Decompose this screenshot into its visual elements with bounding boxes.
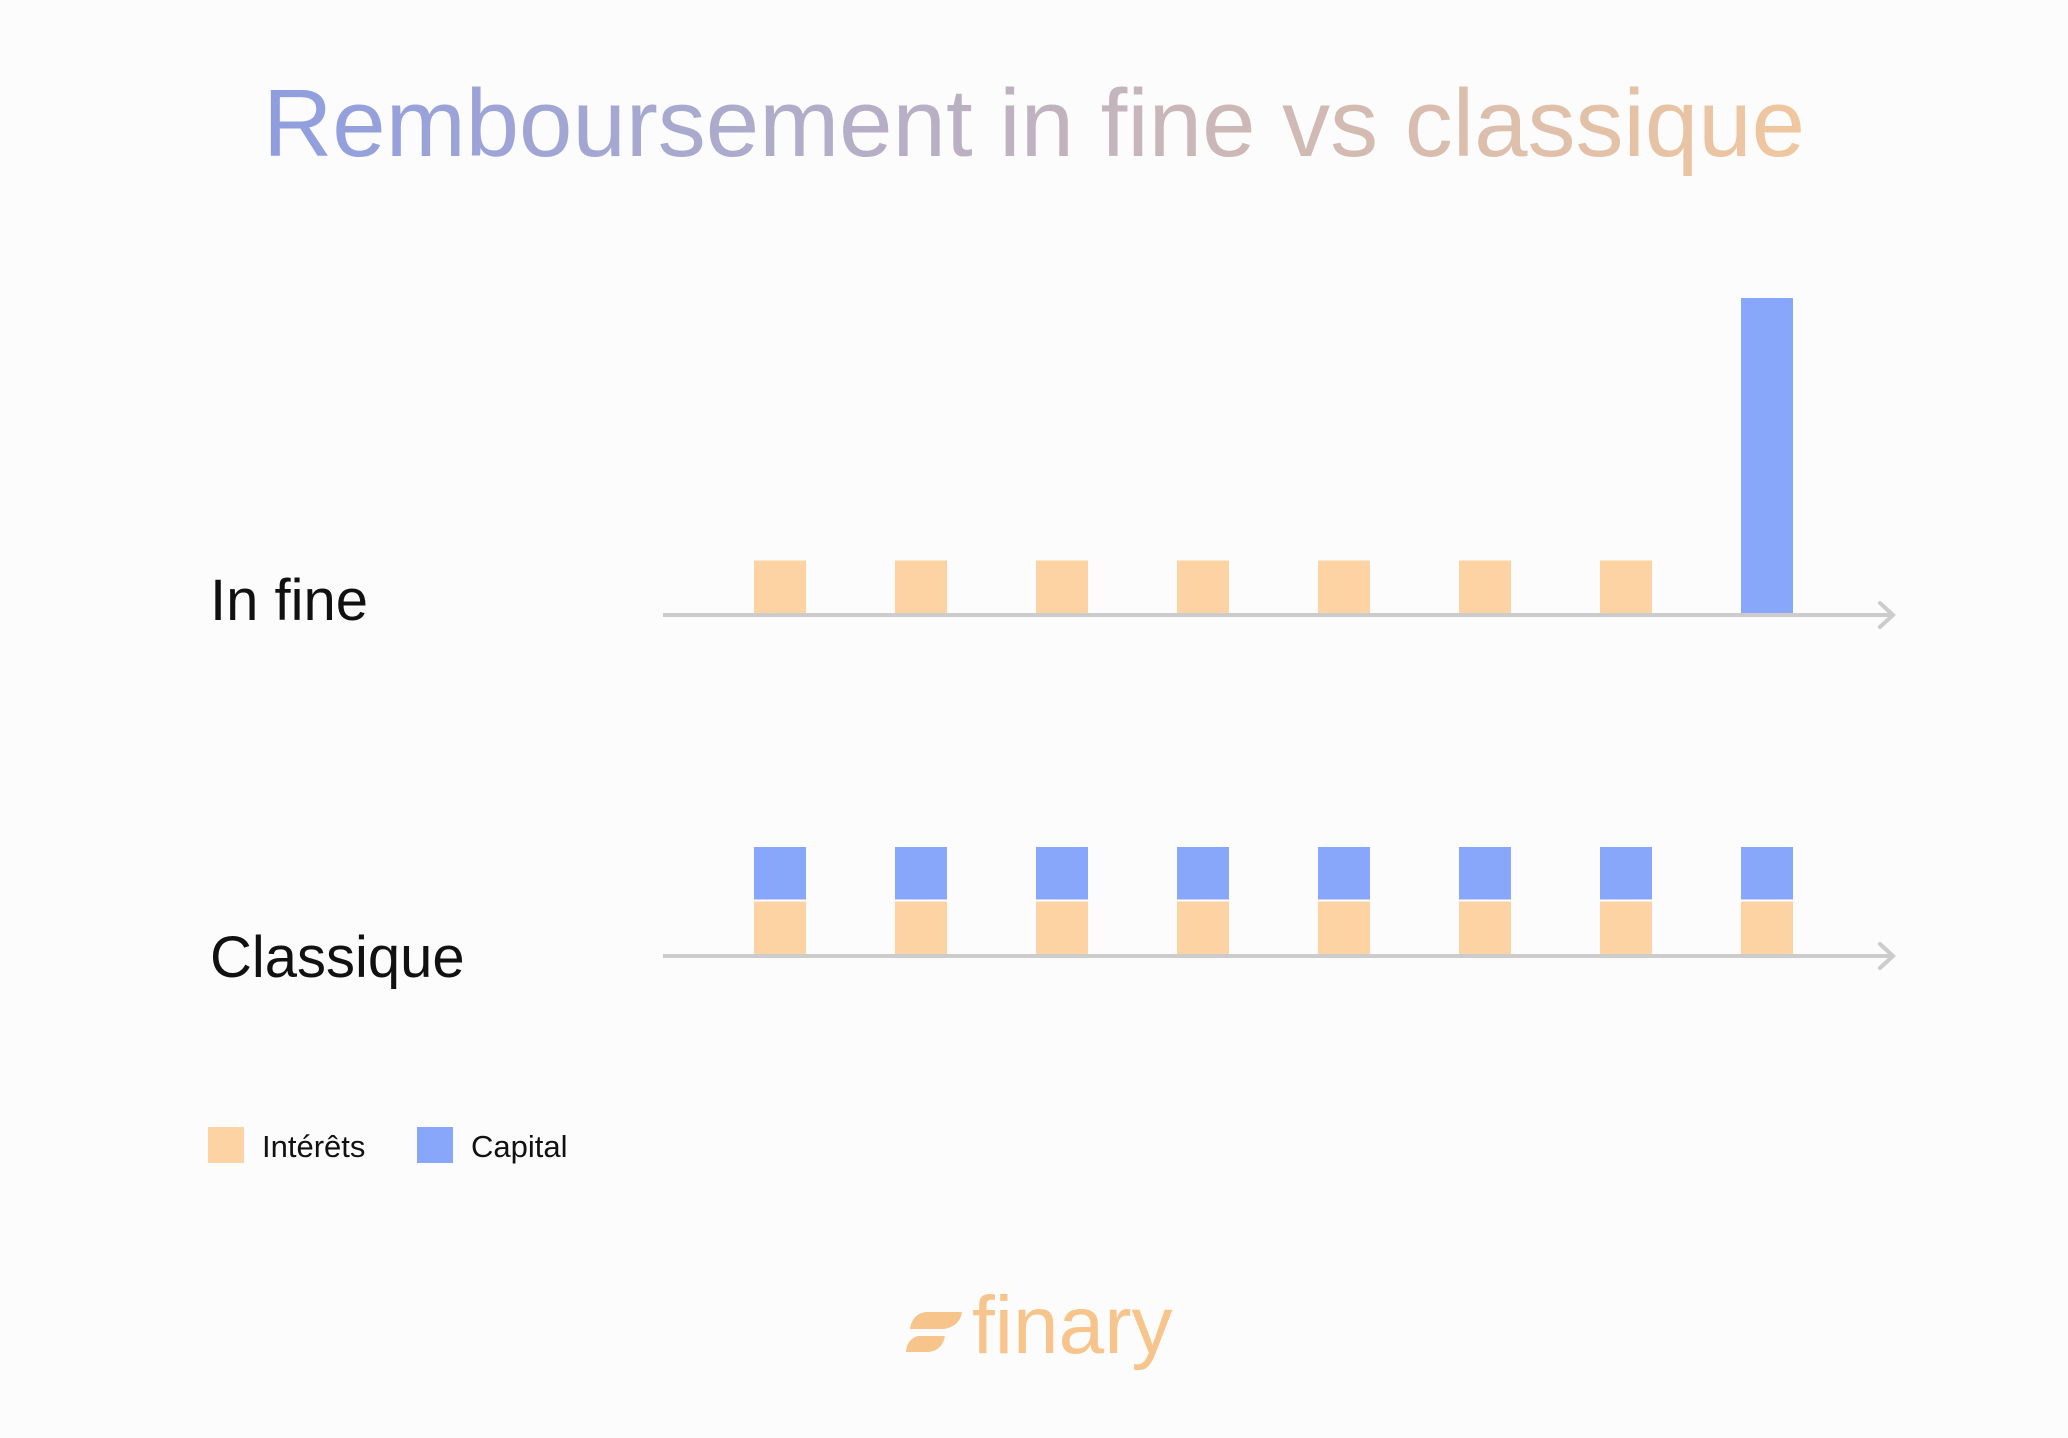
legend: Intérêts Capital: [208, 1127, 568, 1164]
finary-logo-icon: [906, 1312, 962, 1352]
bar-classique-capital-2: [895, 847, 947, 900]
row-label-classique: Classique: [210, 925, 465, 990]
bar-classique-intrts-2: [895, 902, 947, 955]
bar-classique-intrts-5: [1318, 902, 1370, 955]
bar-classique-capital-4: [1177, 847, 1229, 900]
bar-classique-capital-3: [1036, 847, 1088, 900]
finary-logo: finary: [906, 1280, 1173, 1371]
bar-in-fine-intrts-6: [1459, 561, 1511, 614]
bar-in-fine-intrts-5: [1318, 561, 1370, 614]
chart-title: Remboursement in fine vs classique: [263, 70, 1805, 177]
bar-classique-capital-6: [1459, 847, 1511, 900]
bar-classique-capital-5: [1318, 847, 1370, 900]
row-label-in-fine: In fine: [210, 568, 368, 633]
bar-classique-intrts-7: [1600, 902, 1652, 955]
bar-in-fine-intrts-7: [1600, 561, 1652, 614]
bar-classique-intrts-1: [754, 902, 806, 955]
bar-in-fine-intrts-2: [895, 561, 947, 614]
legend-swatch-capital: [417, 1127, 453, 1163]
legend-label-interets: Intérêts: [262, 1129, 365, 1164]
bar-in-fine-intrts-4: [1177, 561, 1229, 614]
bar-classique-capital-1: [754, 847, 806, 900]
legend-swatch-interets: [208, 1127, 244, 1163]
axis-classique: [663, 944, 1893, 968]
bars-layer: [754, 298, 1793, 954]
bar-in-fine-intrts-3: [1036, 561, 1088, 614]
bar-classique-intrts-4: [1177, 902, 1229, 955]
bar-classique-capital-8: [1741, 847, 1793, 900]
finary-logo-text: finary: [972, 1280, 1173, 1371]
bar-in-fine-intrts-1: [754, 561, 806, 614]
bar-classique-capital-7: [1600, 847, 1652, 900]
bar-in-fine-capital-8: [1741, 298, 1793, 613]
bar-classique-intrts-6: [1459, 902, 1511, 955]
legend-label-capital: Capital: [471, 1129, 568, 1164]
axis-in-fine: [663, 603, 1893, 627]
bar-classique-intrts-3: [1036, 902, 1088, 955]
bar-classique-intrts-8: [1741, 902, 1793, 955]
